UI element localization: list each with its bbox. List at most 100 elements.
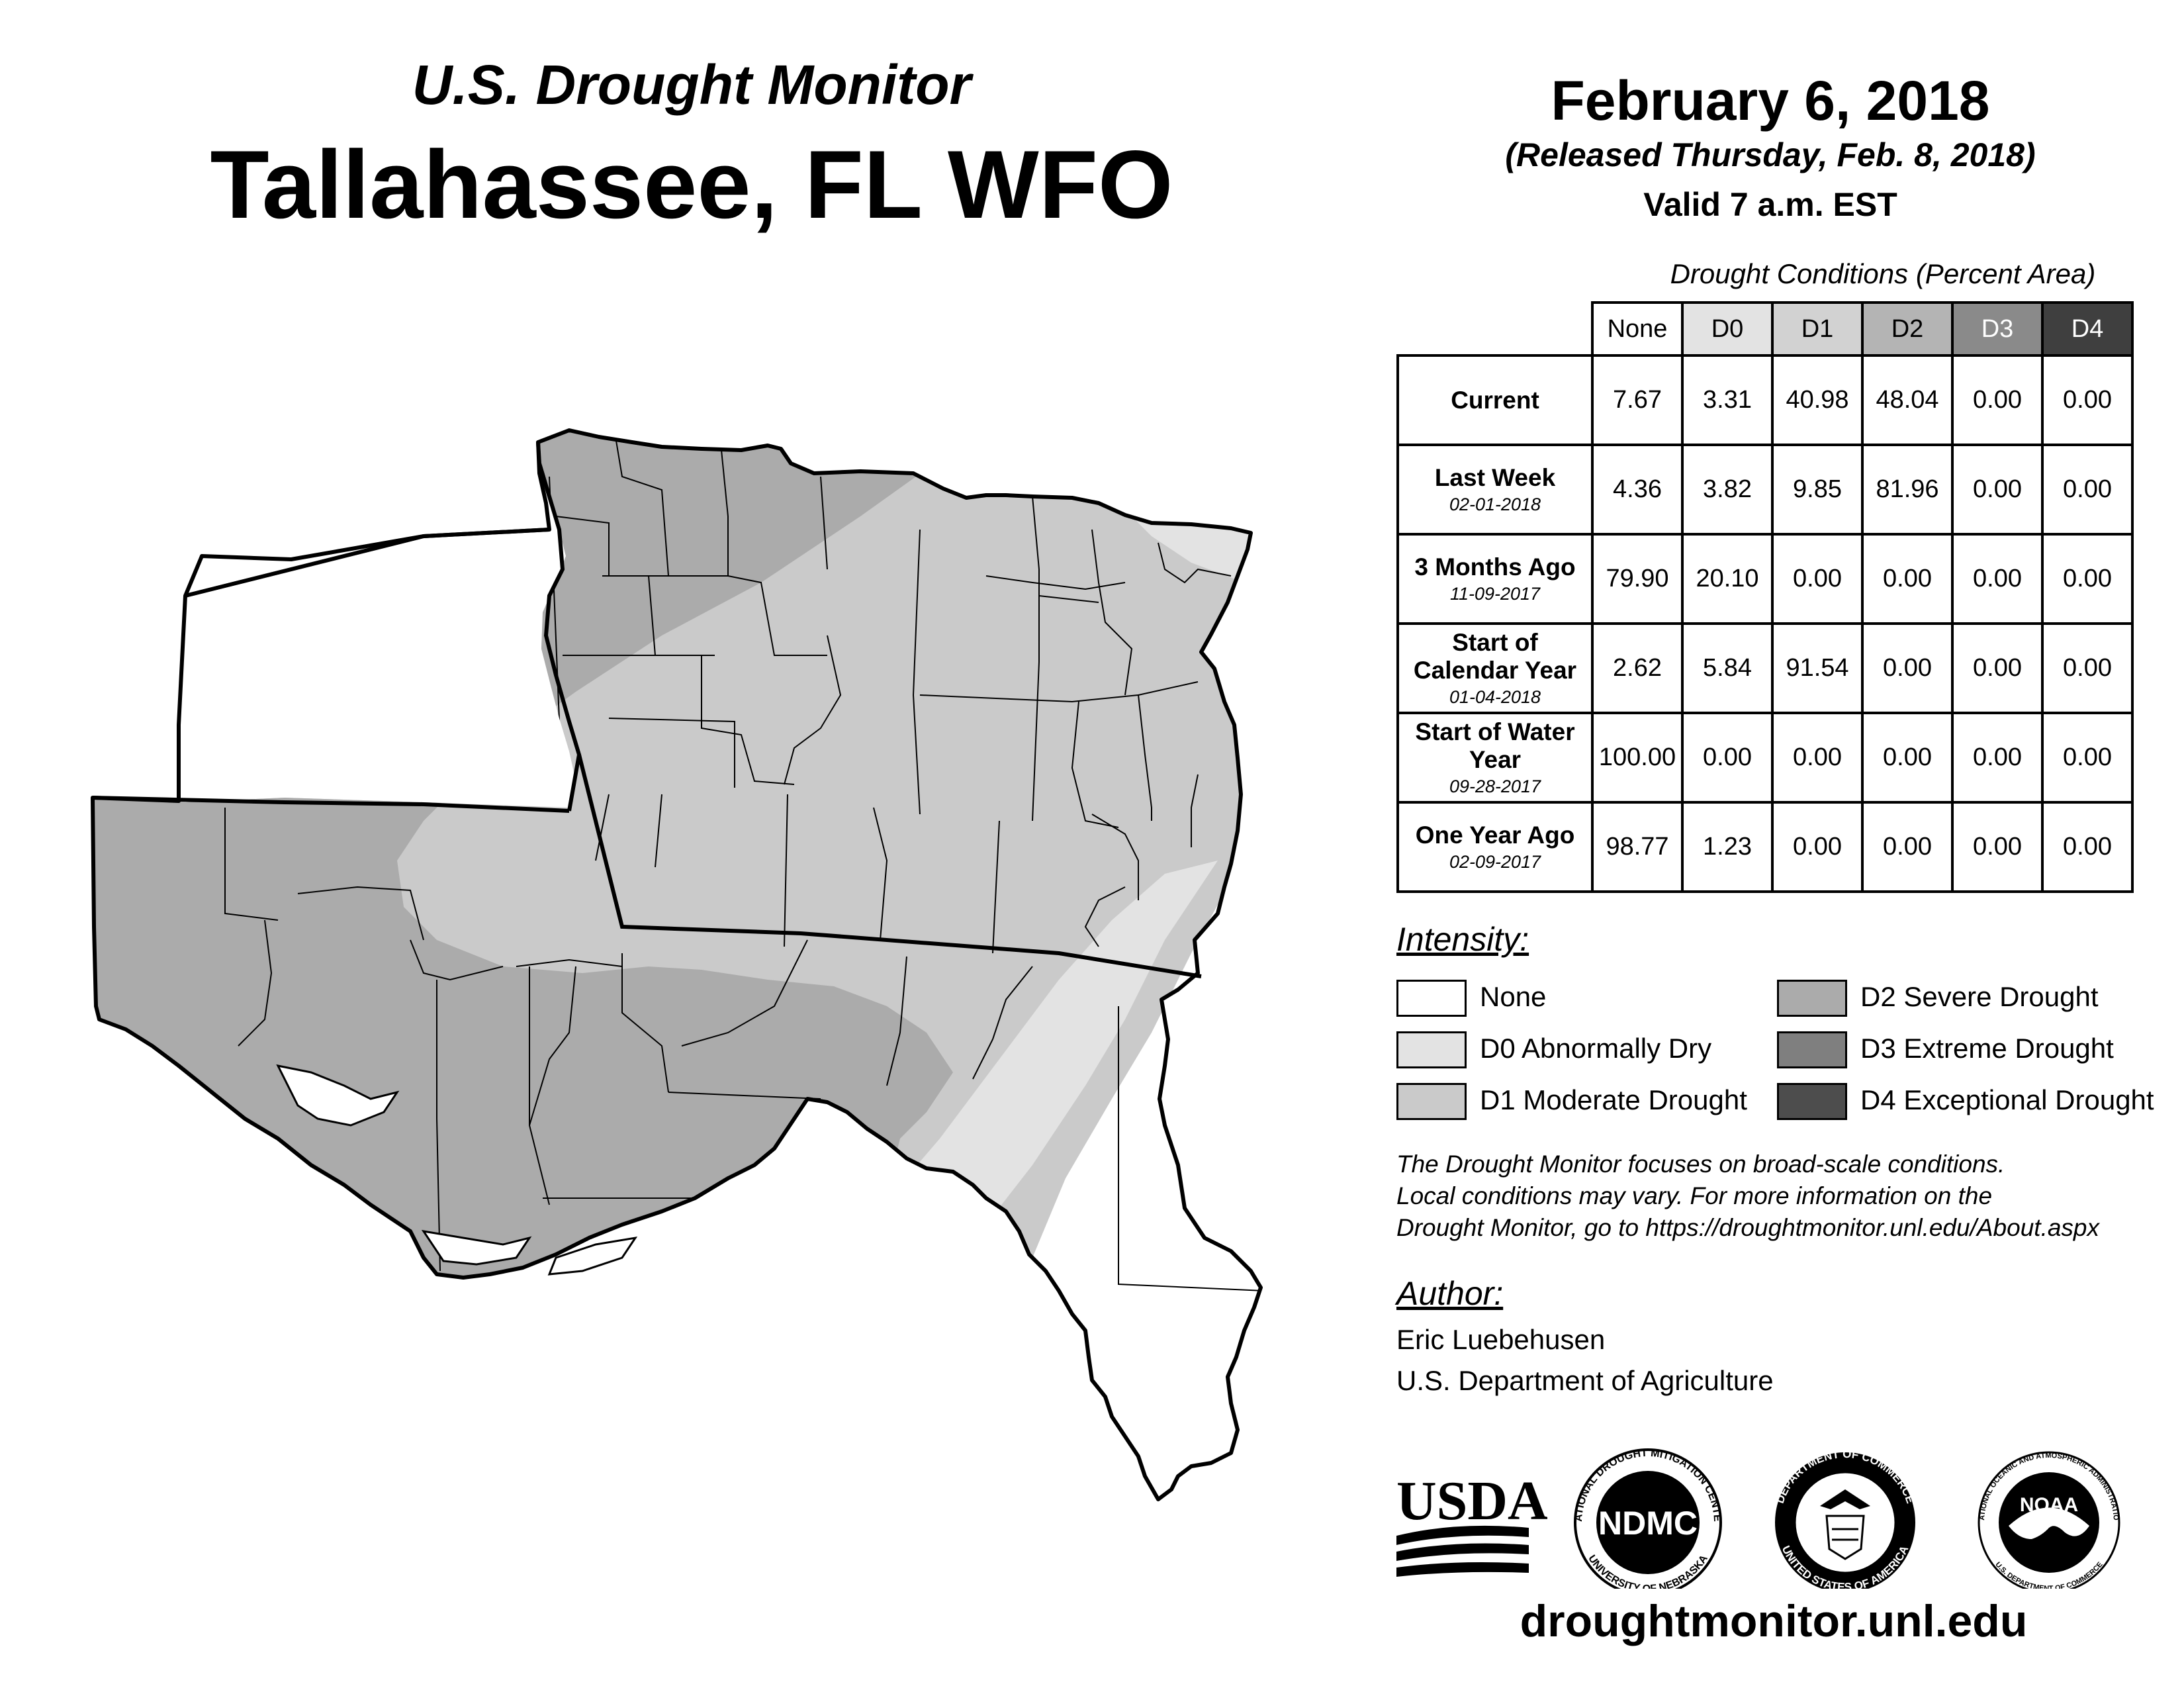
table-cell: 0.00 bbox=[2041, 354, 2134, 446]
drought-conditions-table: None D0 D1 D2 D3 D4 Current 7.67 3.31 40… bbox=[1396, 301, 2134, 893]
table-cell: 7.67 bbox=[1591, 354, 1684, 446]
col-header-none: None bbox=[1591, 301, 1684, 357]
row-label: Last Week 02-01-2018 bbox=[1396, 444, 1594, 536]
table-cell: 0.00 bbox=[1861, 712, 1954, 804]
col-header-d4: D4 bbox=[2041, 301, 2134, 357]
row-date: 02-01-2018 bbox=[1449, 494, 1541, 514]
table-cell: 0.00 bbox=[1771, 712, 1864, 804]
table-cell: 0.00 bbox=[1951, 533, 2044, 625]
svg-text:NDMC: NDMC bbox=[1598, 1505, 1698, 1542]
legend-swatch-d1 bbox=[1396, 1083, 1467, 1120]
partner-logos: USDA NDMC NATIONAL DROUGHT MITIGATION CE… bbox=[1390, 1443, 2120, 1589]
table-row: Last Week 02-01-2018 4.36 3.82 9.85 81.96… bbox=[1396, 444, 2134, 536]
svg-text:NOAA: NOAA bbox=[2020, 1494, 2078, 1516]
table-cell: 0.00 bbox=[1861, 801, 1954, 893]
legend-label: D4 Exceptional Drought bbox=[1860, 1084, 2154, 1115]
row-label: Current bbox=[1396, 354, 1594, 446]
valid-date: February 6, 2018 bbox=[1551, 70, 1990, 132]
coastal-water bbox=[276, 1064, 638, 1276]
row-label: 3 Months Ago 11-09-2017 bbox=[1396, 533, 1594, 625]
table-row: Start of Calendar Year 01-04-2018 2.62 5.… bbox=[1396, 622, 2134, 714]
doc-seal-logo: DEPARTMENT OF COMMERCE UNITED STATES OF … bbox=[1774, 1448, 1917, 1589]
row-date: 09-28-2017 bbox=[1449, 776, 1541, 796]
note-line: Local conditions may vary. For more info… bbox=[1396, 1182, 1993, 1209]
legend-label: None bbox=[1480, 981, 1547, 1012]
table-cell: 0.00 bbox=[2041, 533, 2134, 625]
table-cell: 0.00 bbox=[1681, 712, 1774, 804]
table-cell: 79.90 bbox=[1591, 533, 1684, 625]
table-cell: 0.00 bbox=[2041, 712, 2134, 804]
author-organization: U.S. Department of Agriculture bbox=[1396, 1365, 1774, 1396]
table-cell: 98.77 bbox=[1591, 801, 1684, 893]
table-cell: 0.00 bbox=[1951, 712, 2044, 804]
table-cell: 100.00 bbox=[1591, 712, 1684, 804]
website-link[interactable]: droughtmonitor.unl.edu bbox=[1520, 1596, 2028, 1646]
release-date: (Released Thursday, Feb. 8, 2018) bbox=[1505, 136, 2036, 173]
row-date: 02-09-2017 bbox=[1449, 852, 1541, 872]
table-cell: 0.00 bbox=[2041, 622, 2134, 714]
table-row: Start of Water Year 09-28-2017 100.00 0.0… bbox=[1396, 712, 2134, 804]
row-label: Start of Water Year 09-28-2017 bbox=[1396, 712, 1594, 804]
col-header-d1: D1 bbox=[1771, 301, 1864, 357]
row-label: One Year Ago 02-09-2017 bbox=[1396, 801, 1594, 893]
usda-logo: USDA bbox=[1396, 1470, 1548, 1577]
author-name: Eric Luebehusen bbox=[1396, 1324, 1606, 1355]
legend-swatch-d4 bbox=[1777, 1083, 1847, 1120]
eagle-icon bbox=[1820, 1489, 1870, 1509]
table-cell: 40.98 bbox=[1771, 354, 1864, 446]
table-cell: 48.04 bbox=[1861, 354, 1954, 446]
table-row: Current 7.67 3.31 40.98 48.04 0.00 0.00 bbox=[1396, 354, 2134, 446]
valid-time: Valid 7 a.m. EST bbox=[1643, 186, 1897, 223]
legend-swatch-d0 bbox=[1396, 1031, 1467, 1068]
row-date: 01-04-2018 bbox=[1449, 687, 1541, 707]
seagull-icon bbox=[2009, 1507, 2089, 1539]
legend-label: D1 Moderate Drought bbox=[1480, 1084, 1747, 1115]
legend-label: D2 Severe Drought bbox=[1860, 981, 2099, 1012]
legend-label: D0 Abnormally Dry bbox=[1480, 1033, 1712, 1064]
table-cell: 3.31 bbox=[1681, 354, 1774, 446]
intensity-heading: Intensity: bbox=[1396, 921, 1529, 958]
legend-swatch-none bbox=[1396, 980, 1467, 1017]
table-caption: Drought Conditions (Percent Area) bbox=[1670, 258, 2096, 289]
table-row: One Year Ago 02-09-2017 98.77 1.23 0.00 0… bbox=[1396, 801, 2134, 893]
table-cell: 0.00 bbox=[1951, 354, 2044, 446]
d0-area-north bbox=[1118, 503, 1261, 596]
table-cell: 0.00 bbox=[2041, 801, 2134, 893]
svg-text:USDA: USDA bbox=[1396, 1470, 1548, 1532]
table-cell: 3.82 bbox=[1681, 444, 1774, 536]
shield-icon bbox=[1825, 1515, 1865, 1560]
table-cell: 91.54 bbox=[1771, 622, 1864, 714]
col-header-d3: D3 bbox=[1951, 301, 2044, 357]
table-cell: 9.85 bbox=[1771, 444, 1864, 536]
table-cell: 0.00 bbox=[1861, 533, 1954, 625]
table-cell: 1.23 bbox=[1681, 801, 1774, 893]
table-cell: 4.36 bbox=[1591, 444, 1684, 536]
table-cell: 5.84 bbox=[1681, 622, 1774, 714]
map-subtitle: U.S. Drought Monitor bbox=[412, 54, 972, 116]
row-date: 11-09-2017 bbox=[1449, 584, 1541, 604]
table-corner bbox=[1398, 303, 1592, 357]
table-cell: 0.00 bbox=[1861, 622, 1954, 714]
table-cell: 0.00 bbox=[1771, 533, 1864, 625]
table-cell: 0.00 bbox=[1951, 622, 2044, 714]
author-heading: Author: bbox=[1396, 1275, 1504, 1312]
table-cell: 20.10 bbox=[1681, 533, 1774, 625]
col-header-d0: D0 bbox=[1681, 301, 1774, 357]
table-cell: 0.00 bbox=[1771, 801, 1864, 893]
table-cell: 2.62 bbox=[1591, 622, 1684, 714]
table-cell: 0.00 bbox=[2041, 444, 2134, 536]
col-header-d2: D2 bbox=[1861, 301, 1954, 357]
table-cell: 0.00 bbox=[1951, 801, 2044, 893]
note-line: Drought Monitor, go to https://droughtmo… bbox=[1396, 1214, 2099, 1241]
legend-swatch-d2 bbox=[1777, 980, 1847, 1017]
table-header-row: None D0 D1 D2 D3 D4 bbox=[1398, 301, 2134, 357]
table-cell: 0.00 bbox=[1951, 444, 2044, 536]
table-cell: 81.96 bbox=[1861, 444, 1954, 536]
legend-swatch-d3 bbox=[1777, 1031, 1847, 1068]
table-row: 3 Months Ago 11-09-2017 79.90 20.10 0.00 … bbox=[1396, 533, 2134, 625]
disclaimer-note: The Drought Monitor focuses on broad-sca… bbox=[1396, 1149, 2158, 1244]
d0-area-south bbox=[900, 861, 1218, 1244]
row-label: Start of Calendar Year 01-04-2018 bbox=[1396, 622, 1594, 714]
drought-map bbox=[91, 428, 1263, 1501]
note-line: The Drought Monitor focuses on broad-sca… bbox=[1396, 1150, 2005, 1178]
